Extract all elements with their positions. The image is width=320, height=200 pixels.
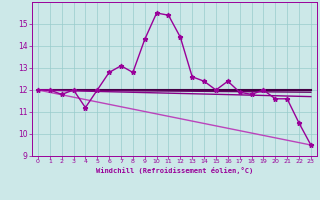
X-axis label: Windchill (Refroidissement éolien,°C): Windchill (Refroidissement éolien,°C) [96,167,253,174]
